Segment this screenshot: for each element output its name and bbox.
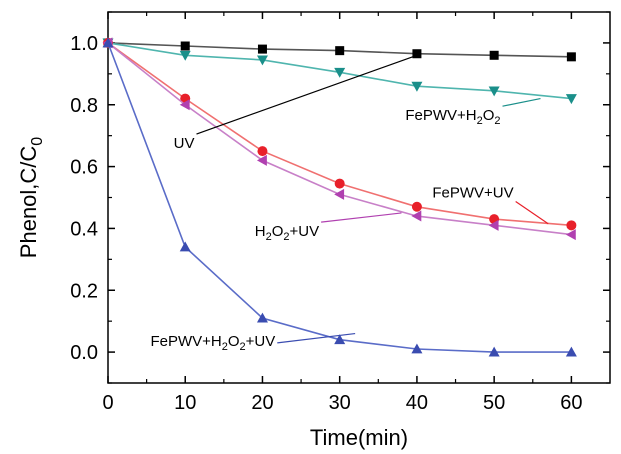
data-point — [334, 178, 345, 189]
annotation-label: FePWV+H2O2+UV — [150, 333, 275, 353]
x-tick-label: 40 — [406, 392, 428, 414]
y-tick-label: 0.2 — [70, 280, 98, 302]
data-point — [334, 67, 346, 78]
data-point — [334, 334, 346, 345]
data-point — [565, 229, 576, 241]
y-tick-label: 0.8 — [70, 95, 98, 117]
ticks-layer: 0 10 20 30 40 50 60 0.0 0.2 0.4 0.6 0.8 1.0 — [70, 11, 610, 414]
data-point — [179, 241, 191, 252]
y-axis-title: Phenol,C/C0 — [16, 137, 46, 259]
data-point — [180, 41, 190, 51]
series-layer — [102, 37, 577, 357]
data-point — [488, 219, 499, 231]
data-point — [489, 50, 499, 60]
annotation-layer: UV FePWV+H2O2 FePWV+UV H2O2+UV FePWV+H2O2+UV — [150, 54, 549, 353]
x-tick-label: 50 — [483, 392, 505, 414]
x-tick-label: 20 — [251, 392, 273, 414]
data-point — [335, 46, 345, 56]
annotation-uv: UV — [174, 54, 418, 152]
annotation-label: UV — [174, 135, 195, 152]
data-point — [179, 99, 190, 111]
x-tick-label: 0 — [102, 392, 113, 414]
series-fepwv-h2o2-uv — [102, 37, 577, 357]
y-tick-label: 1.0 — [70, 33, 98, 55]
annotation-fepwv-h2o2: FePWV+H2O2 — [405, 97, 541, 127]
data-point — [257, 44, 267, 54]
data-point — [488, 86, 500, 97]
annotation-leader-line — [196, 54, 418, 135]
annotation-leader-line — [502, 97, 541, 107]
annotation-leader-line — [515, 201, 549, 225]
series-uv — [103, 38, 576, 62]
annotation-h2o2-uv: H2O2+UV — [255, 212, 402, 243]
data-point — [411, 210, 422, 222]
data-point — [256, 55, 268, 66]
y-axis-title-subscript: 0 — [29, 137, 46, 146]
data-point — [411, 343, 423, 354]
y-tick-label: 0.4 — [70, 218, 98, 240]
annotation-leader-line — [277, 332, 356, 344]
data-point — [256, 154, 267, 166]
data-point — [411, 201, 422, 212]
y-tick-label: 0.6 — [70, 157, 98, 179]
data-point — [334, 188, 345, 200]
annotation-label: FePWV+H2O2 — [405, 107, 500, 127]
x-axis-title: Time(min) — [310, 425, 408, 450]
series-fepwv-uv — [103, 37, 577, 231]
annotation-fepwv-h2o2-uv: FePWV+H2O2+UV — [150, 332, 356, 353]
data-point — [412, 49, 422, 59]
data-point — [257, 146, 268, 157]
x-tick-label: 10 — [174, 392, 196, 414]
data-point — [566, 220, 577, 231]
y-tick-label: 0.0 — [70, 342, 98, 364]
data-point — [566, 52, 576, 62]
x-tick-label: 30 — [329, 392, 351, 414]
annotation-label: H2O2+UV — [255, 223, 319, 243]
data-point — [488, 346, 500, 357]
annotation-leader-line — [321, 212, 402, 223]
x-tick-label: 60 — [560, 392, 582, 414]
data-point — [179, 50, 191, 61]
y-axis-title-main: Phenol,C/C — [16, 146, 41, 259]
data-point — [256, 312, 268, 323]
annotation-label: FePWV+UV — [432, 185, 513, 202]
data-point — [411, 81, 423, 92]
data-point — [565, 94, 577, 105]
annotation-fepwv-uv: FePWV+UV — [432, 185, 549, 225]
data-point — [565, 346, 577, 357]
data-point — [102, 37, 114, 48]
plot-frame — [107, 11, 611, 384]
